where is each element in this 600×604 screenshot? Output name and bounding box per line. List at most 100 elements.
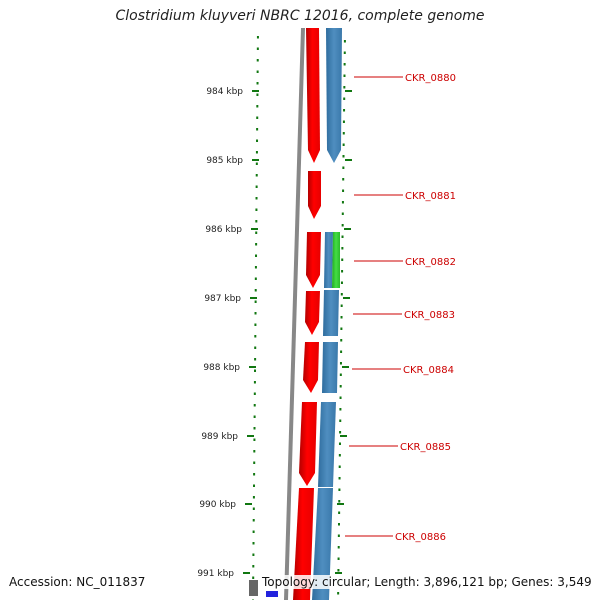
ruler-dot-left — [254, 312, 257, 315]
ruler-dot-left — [256, 36, 259, 39]
ruler-dot-left — [254, 346, 257, 349]
ruler-dot-left — [254, 277, 257, 280]
ruler-dot-right — [339, 373, 342, 376]
ruler-dot-left — [256, 93, 259, 96]
gene-label[interactable]: CKR_0884 — [403, 365, 454, 376]
ruler-dot-left — [255, 197, 258, 200]
ruler-dot-right — [343, 74, 346, 77]
ruler-dot-left — [254, 289, 257, 292]
ruler-dot-right — [342, 155, 345, 158]
ruler-dot-left — [256, 139, 259, 142]
ruler-dot-right — [337, 592, 340, 595]
ruler-dot-left — [252, 553, 255, 556]
ruler-dot-right — [342, 178, 345, 181]
gene-label[interactable]: CKR_0880 — [405, 73, 456, 84]
ruler-dot-right — [343, 63, 346, 66]
ruler-dot-right — [341, 247, 344, 250]
ruler-dot-left — [252, 565, 255, 568]
ruler-dot-right — [342, 166, 345, 169]
ruler-dot-right — [341, 212, 344, 215]
ruler-dot-left — [255, 254, 258, 257]
ruler-dot-right — [338, 488, 341, 491]
ruler-dot-left — [254, 335, 257, 338]
accession-text: Accession: NC_011837 — [9, 575, 146, 589]
ruler-dot-right — [343, 51, 346, 54]
ruler-dot-right — [339, 408, 342, 411]
gene-label[interactable]: CKR_0883 — [404, 310, 455, 321]
ruler-dot-right — [341, 224, 344, 227]
ruler-dot-left — [255, 162, 258, 165]
forward-feature-0886 — [293, 488, 314, 600]
ruler-dot-right — [341, 270, 344, 273]
tick-label: 987 kbp — [204, 294, 241, 304]
ruler-dot-left — [255, 243, 258, 246]
tick-label: 986 kbp — [205, 225, 242, 235]
ruler-dot-left — [254, 358, 257, 361]
gene-label[interactable]: CKR_0885 — [400, 442, 451, 453]
ruler-dot-right — [341, 258, 344, 261]
ruler-dot-left — [254, 369, 257, 372]
ruler-dot-left — [252, 530, 255, 533]
forward-feature-0883 — [305, 291, 320, 335]
ruler-dot-left — [256, 105, 259, 108]
ruler-dot-left — [253, 473, 256, 476]
reverse-feature-0886 — [312, 488, 333, 600]
ruler-dot-left — [252, 496, 255, 499]
ruler-dot-right — [340, 327, 343, 330]
ruler-dot-right — [342, 132, 345, 135]
ruler-dot-right — [340, 339, 343, 342]
gene-label[interactable]: CKR_0881 — [405, 191, 456, 202]
ruler-dot-left — [253, 484, 256, 487]
tick-label: 991 kbp — [197, 569, 234, 579]
ruler-dot-left — [253, 427, 256, 430]
ruler-dot-left — [252, 519, 255, 522]
ruler-dot-left — [253, 461, 256, 464]
reverse-feature-0884 — [322, 342, 338, 393]
ruler-dot-left — [256, 116, 259, 119]
ruler-dot-right — [343, 86, 346, 89]
ruler-dot-right — [337, 569, 340, 572]
tick-label: 984 kbp — [206, 87, 243, 97]
ruler-dot-left — [255, 220, 258, 223]
reverse-feature-0885 — [318, 402, 336, 487]
ruler-dot-left — [253, 450, 256, 453]
tick-dot-ruler — [252, 36, 346, 604]
ruler-dot-right — [338, 511, 341, 514]
map-title: Clostridium kluyveri NBRC 12016, complet… — [115, 8, 485, 24]
forward-track — [293, 28, 321, 600]
ruler-dot-right — [343, 40, 346, 43]
ruler-dot-right — [337, 534, 340, 537]
tick-label: 990 kbp — [199, 500, 236, 510]
ruler-dot-right — [337, 557, 340, 560]
reverse-feature-0882b — [332, 232, 340, 288]
small-feature-grey — [249, 580, 258, 596]
ruler-dot-left — [253, 438, 256, 441]
forward-feature-0884 — [303, 342, 319, 393]
ruler-dot-right — [340, 304, 343, 307]
ruler-dot-left — [254, 323, 257, 326]
ruler-dot-right — [339, 431, 342, 434]
tick-label: 988 kbp — [203, 363, 240, 373]
tick-label: 989 kbp — [201, 432, 238, 442]
ruler-dot-left — [255, 231, 258, 234]
ruler-dot-left — [252, 576, 255, 579]
reverse-feature-0883 — [323, 290, 339, 336]
ruler-dot-right — [340, 281, 343, 284]
ruler-dot-left — [252, 542, 255, 545]
ruler-dot-right — [340, 316, 343, 319]
forward-feature-0882 — [306, 232, 321, 288]
ruler-dot-left — [254, 300, 257, 303]
reverse-track — [312, 28, 342, 600]
gene-label[interactable]: CKR_0886 — [395, 532, 446, 543]
ruler-dot-left — [255, 151, 258, 154]
ruler-dot-right — [338, 442, 341, 445]
gene-label[interactable]: CKR_0882 — [405, 257, 456, 268]
ruler-dot-right — [338, 465, 341, 468]
ruler-dot-left — [256, 70, 259, 73]
ruler-dot-right — [338, 500, 341, 503]
ruler-dot-right — [341, 201, 344, 204]
ruler-dot-left — [256, 82, 259, 85]
ruler-dot-right — [337, 546, 340, 549]
